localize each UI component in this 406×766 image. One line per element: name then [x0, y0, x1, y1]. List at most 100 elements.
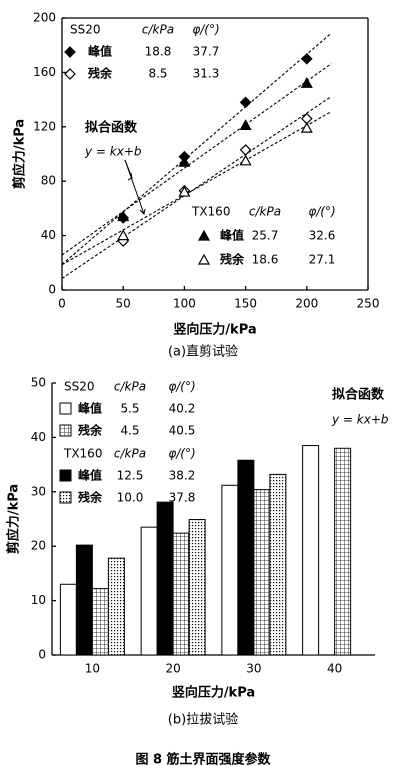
x-tick-label: 50 — [116, 297, 131, 311]
legend-swatch — [59, 491, 72, 504]
x-tick-label: 30 — [246, 662, 261, 676]
legend-label: 峰值 — [78, 401, 102, 416]
bar — [221, 484, 239, 656]
legend-phi: 27.1 — [309, 253, 336, 267]
y-tick-label: 80 — [41, 174, 56, 188]
point — [300, 121, 313, 133]
x-tick-label: 100 — [173, 297, 196, 311]
legend-marker — [64, 46, 76, 58]
legend-c: 10.0 — [117, 491, 144, 505]
legend-phi: 40.2 — [169, 402, 196, 416]
x-tick-label: 40 — [327, 662, 342, 676]
bar — [107, 557, 125, 656]
legend-marker — [197, 253, 211, 265]
point — [239, 96, 252, 109]
legend-phi: 40.5 — [169, 424, 196, 438]
legend-phi: 37.8 — [169, 491, 196, 505]
legend-label: 残余 — [78, 490, 103, 505]
y-axis-label: 剪应力/kPa — [6, 484, 22, 554]
y-tick-label: 200 — [33, 11, 56, 25]
y-tick-label: 160 — [33, 65, 56, 79]
y-tick-label: 40 — [31, 430, 46, 444]
legend-c: 18.8 — [145, 45, 172, 59]
legend-c: 5.5 — [120, 402, 139, 416]
bar — [253, 489, 271, 656]
bar — [269, 473, 287, 656]
bar — [91, 588, 109, 656]
x-tick-label: 200 — [295, 297, 318, 311]
caption: (b)拉拔试验 — [168, 712, 238, 728]
caption: (a)直剪试验 — [168, 344, 238, 360]
point — [117, 229, 130, 241]
x-tick-label: 0 — [58, 297, 66, 311]
annotation: 拟合函数 — [85, 120, 138, 136]
bar — [237, 459, 255, 656]
legend-header: φ/(°) — [308, 205, 335, 219]
legend-label: 峰值 — [88, 44, 112, 59]
bar — [156, 501, 174, 656]
annotation: y = kx+b — [331, 413, 389, 427]
legend-c: 25.7 — [252, 229, 279, 243]
x-tick-label: 150 — [234, 297, 257, 311]
fit-line — [61, 111, 332, 266]
bar — [302, 445, 320, 656]
bar — [140, 526, 158, 656]
bar — [59, 583, 77, 656]
y-tick-label: 10 — [31, 593, 46, 607]
y-tick-label: 120 — [33, 119, 56, 133]
x-axis-label: 竖向压力/kPa — [173, 322, 256, 338]
annotation: 拟合函数 — [332, 387, 385, 403]
legend-header: φ/(°) — [168, 380, 195, 394]
y-tick-label: 20 — [31, 539, 46, 553]
legend-marker — [64, 68, 76, 80]
legend-header: c/kPa — [142, 23, 174, 37]
legend-label: 峰值 — [78, 468, 102, 483]
legend-swatch — [59, 424, 72, 437]
legend-marker — [197, 229, 211, 241]
figure-caption: 图 8 筋土界面强度参数 — [135, 752, 271, 766]
y-tick-label: 0 — [48, 283, 56, 297]
legend-group: SS20 — [64, 380, 95, 394]
legend-header: c/kPa — [114, 447, 146, 461]
legend-label: 残余 — [88, 66, 113, 81]
y-tick-label: 0 — [38, 648, 46, 662]
point — [239, 144, 252, 156]
point — [300, 52, 313, 65]
legend-group: TX160 — [63, 447, 102, 461]
annotation: y = kx+b — [84, 145, 142, 159]
legend-c: 12.5 — [117, 469, 144, 483]
legend-phi: 37.7 — [193, 45, 220, 59]
legend-group: SS20 — [70, 23, 101, 37]
y-axis-label: 剪应力/kPa — [12, 119, 28, 189]
x-axis-label: 竖向压力/kPa — [172, 685, 255, 701]
legend-swatch — [59, 402, 72, 415]
bar — [334, 447, 352, 656]
fit-line — [61, 32, 332, 265]
y-tick-label: 30 — [31, 484, 46, 498]
y-tick-label: 50 — [31, 376, 46, 390]
legend-swatch — [59, 469, 72, 482]
legend-header: φ/(°) — [168, 447, 195, 461]
x-tick-label: 10 — [85, 662, 100, 676]
point — [300, 77, 313, 88]
point — [117, 210, 130, 222]
bar — [172, 532, 190, 656]
legend-group: TX160 — [191, 205, 230, 219]
legend-header: φ/(°) — [192, 23, 219, 37]
legend-c: 4.5 — [120, 424, 139, 438]
legend-header: c/kPa — [114, 380, 146, 394]
legend-phi: 31.3 — [193, 67, 220, 81]
x-tick-label: 250 — [357, 297, 380, 311]
annotation-arrows — [124, 159, 146, 216]
point — [178, 185, 191, 197]
legend-label: 峰值 — [220, 228, 244, 243]
legend-c: 18.6 — [252, 253, 279, 267]
legend-header: c/kPa — [249, 205, 281, 219]
legend-label: 残余 — [220, 252, 245, 267]
point — [239, 154, 252, 166]
bar — [188, 519, 206, 656]
fit-line — [61, 96, 332, 279]
legend-label: 残余 — [78, 423, 103, 438]
point — [178, 155, 191, 167]
